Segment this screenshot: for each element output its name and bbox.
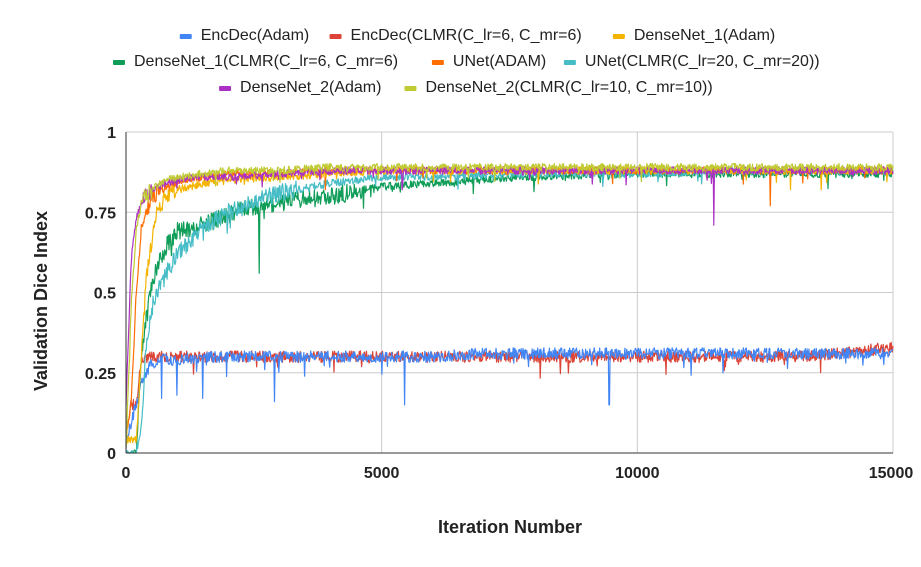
- y-tick-label: 0.25: [85, 366, 116, 383]
- legend-label: UNet(ADAM): [453, 53, 546, 70]
- ticks: 0 0.25 0.5 0.75 1 0 5000 10000 15000: [85, 125, 913, 482]
- y-tick-label: 0.5: [94, 286, 116, 303]
- legend-swatch: [219, 86, 232, 91]
- legend-swatch: [563, 60, 576, 65]
- series-layer: [125, 162, 894, 454]
- x-tick-label: 15000: [869, 465, 914, 482]
- series-line-6: [125, 166, 894, 454]
- legend-label: EncDec(Adam): [201, 27, 309, 44]
- legend-swatch: [113, 60, 125, 65]
- legend-item: DenseNet_2(Adam): [219, 79, 381, 96]
- legend: EncDec(Adam) EncDec(CLMR(C_lr=6, C_mr=6) D…: [113, 27, 820, 96]
- x-tick-label: 0: [122, 465, 131, 482]
- legend-label: DenseNet_1(CLMR(C_lr=6, C_mr=6): [134, 53, 398, 70]
- y-axis-title: Validation Dice Index: [31, 211, 51, 391]
- legend-item: EncDec(Adam): [179, 27, 309, 44]
- legend-swatch: [404, 86, 417, 91]
- legend-label: EncDec(CLMR(C_lr=6, C_mr=6): [351, 27, 582, 44]
- legend-label: UNet(CLMR(C_lr=20, C_mr=20)): [585, 53, 820, 70]
- legend-item: UNet(CLMR(C_lr=20, C_mr=20)): [563, 53, 820, 70]
- legend-label: DenseNet_2(CLMR(C_lr=10, C_mr=10)): [425, 79, 712, 96]
- legend-label: DenseNet_1(Adam): [634, 27, 775, 44]
- legend-item: DenseNet_1(Adam): [612, 27, 775, 44]
- legend-item: EncDec(CLMR(C_lr=6, C_mr=6): [329, 27, 582, 44]
- y-tick-label: 1: [107, 125, 116, 142]
- legend-swatch: [612, 34, 625, 39]
- axes: [125, 132, 893, 454]
- legend-item: DenseNet_2(CLMR(C_lr=10, C_mr=10)): [404, 79, 713, 96]
- series-line-8: [125, 162, 894, 448]
- legend-swatch: [431, 60, 444, 65]
- x-tick-label: 5000: [364, 465, 400, 482]
- y-tick-label: 0: [107, 446, 116, 463]
- legend-swatch: [179, 34, 192, 39]
- legend-item: UNet(ADAM): [431, 53, 546, 70]
- y-tick-label: 0.75: [85, 205, 116, 222]
- legend-item: DenseNet_1(CLMR(C_lr=6, C_mr=6): [113, 53, 398, 70]
- legend-label: DenseNet_2(Adam): [240, 79, 381, 96]
- series-line-1: [125, 347, 894, 450]
- legend-swatch: [329, 34, 342, 39]
- x-axis-title: Iteration Number: [438, 517, 582, 537]
- x-tick-label: 10000: [615, 465, 660, 482]
